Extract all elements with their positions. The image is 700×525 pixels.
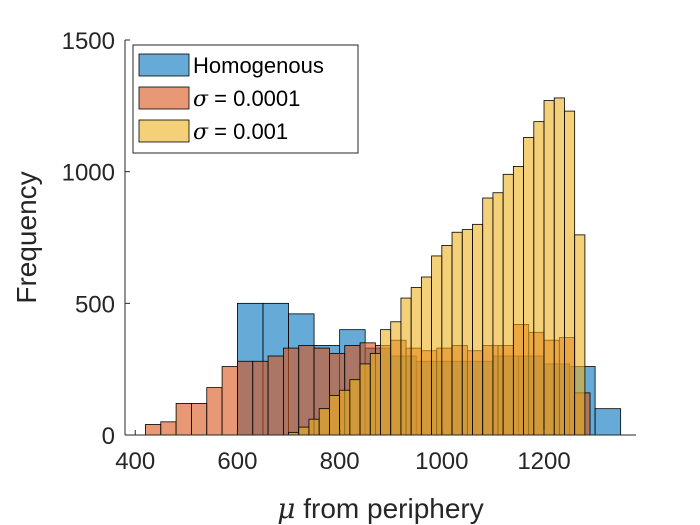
series-2-bars: [288, 97, 586, 436]
histogram-bar: [502, 173, 514, 436]
histogram-bar: [472, 223, 484, 436]
histogram-bar: [410, 287, 422, 436]
histogram-bar: [431, 255, 443, 436]
histogram-bar: [533, 121, 545, 436]
x-tick-label: 600: [217, 448, 257, 475]
histogram-bar: [574, 234, 586, 436]
legend-symbol: σ: [193, 120, 209, 145]
x-tick-label: 1000: [415, 448, 468, 475]
histogram-bar: [339, 389, 351, 436]
histogram-bar: [492, 192, 504, 436]
histogram-bar: [543, 100, 555, 436]
x-axis-label: μ from periphery: [277, 492, 484, 525]
histogram-bar: [441, 244, 453, 436]
histogram-bar: [221, 366, 238, 436]
x-axis-label-text: from periphery: [295, 493, 483, 524]
legend-value: = 0.0001: [208, 86, 300, 111]
histogram-bar: [175, 402, 192, 436]
histogram-bar: [420, 276, 433, 436]
y-axis-label: Frequency: [11, 171, 42, 303]
legend-entry-label: σ = 0.0001: [193, 86, 300, 112]
histogram-bar: [252, 360, 269, 436]
legend-value: = 0.001: [208, 119, 288, 144]
histogram-bar: [482, 197, 494, 436]
x-axis-label-symbol: μ: [277, 492, 295, 525]
histogram-bar: [283, 347, 300, 436]
histogram-bar: [328, 395, 341, 436]
histogram-bar: [191, 402, 208, 436]
histogram-bar: [206, 387, 223, 436]
histogram-bar: [237, 360, 254, 436]
histogram-bar: [390, 321, 402, 436]
histogram-bar: [564, 110, 576, 436]
x-tick-label: 400: [115, 448, 155, 475]
histogram-bar: [380, 329, 392, 436]
histogram-bar: [318, 408, 330, 436]
histogram-bar: [369, 352, 381, 436]
legend-entry-label: σ = 0.001: [193, 119, 288, 145]
y-tick-label: 1500: [62, 28, 115, 55]
legend-swatch: [138, 53, 190, 77]
histogram-bar: [308, 418, 320, 436]
histogram-bar: [267, 355, 284, 436]
histogram-bar: [553, 97, 565, 436]
histogram-bar: [451, 231, 463, 436]
histogram-bar: [523, 137, 535, 436]
histogram-bar: [359, 363, 371, 436]
axes: 400 600 800 1000 1200 0 500 1000 1500 μ from peri…: [11, 28, 636, 525]
legend-symbol: σ: [193, 87, 209, 112]
legend-swatch: [138, 86, 190, 110]
legend-entry-label: Homogenous: [193, 53, 324, 78]
histogram-bar: [298, 426, 310, 436]
legend-swatch: [138, 119, 190, 143]
histogram-bar: [145, 424, 162, 436]
histogram-bar: [160, 421, 177, 436]
histogram-bar: [594, 408, 622, 436]
bars-layer: [145, 97, 622, 436]
histogram-bar: [461, 229, 473, 436]
y-tick-label: 500: [75, 291, 115, 318]
histogram-bar: [512, 165, 524, 436]
histogram-bar: [349, 379, 361, 436]
histogram-bar: [400, 297, 412, 436]
y-tick-label: 0: [102, 423, 115, 450]
y-tick-label: 1000: [62, 160, 115, 187]
x-tick-label: 800: [320, 448, 360, 475]
x-tick-label: 1200: [517, 448, 570, 475]
